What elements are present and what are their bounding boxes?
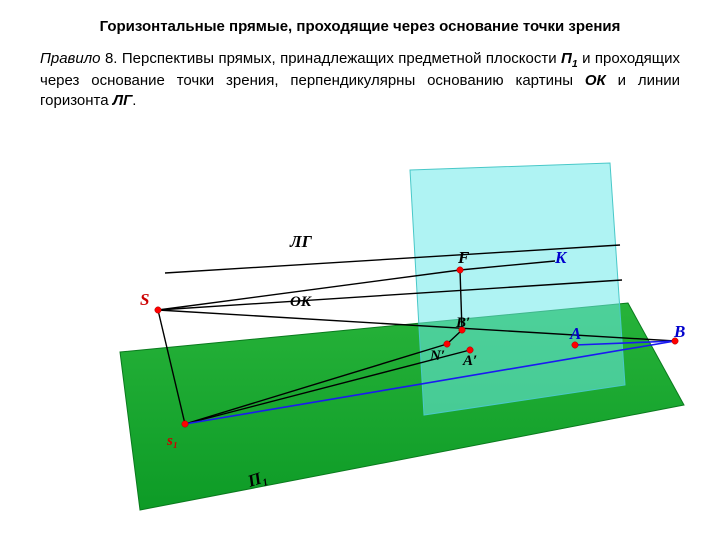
pt-N bbox=[444, 341, 450, 347]
rule-ok: ОК bbox=[585, 72, 606, 89]
pt-S bbox=[155, 307, 161, 313]
picture-plane bbox=[410, 163, 625, 415]
lbl-OK: ОК bbox=[290, 294, 312, 310]
rule-t1: Перспективы прямых, принадлежащих предме… bbox=[122, 50, 561, 67]
perspective-diagram: ЛГ ОК S s₁ F K N′ A′ B′ A B П₁ bbox=[80, 155, 700, 515]
lbl-LG: ЛГ bbox=[289, 232, 313, 251]
rule-text: Правило 8. Перспективы прямых, принадлеж… bbox=[40, 49, 680, 112]
lbl-S: S bbox=[140, 290, 149, 309]
lbl-B1: B′ bbox=[455, 315, 470, 331]
rule-lg: ЛГ bbox=[113, 92, 133, 109]
lbl-s1: s₁ bbox=[166, 433, 178, 449]
lbl-A1: A′ bbox=[462, 353, 477, 369]
rule-lead: Правило bbox=[40, 50, 101, 67]
lbl-F: F bbox=[457, 248, 470, 267]
page-title: Горизонтальные прямые, проходящие через … bbox=[40, 18, 680, 35]
rule-num: 8. bbox=[105, 50, 118, 67]
lbl-B: B bbox=[673, 322, 685, 341]
pt-F bbox=[457, 267, 463, 273]
lbl-A: A bbox=[569, 324, 581, 343]
lbl-K: K bbox=[554, 248, 568, 267]
lbl-N: N′ bbox=[429, 348, 445, 364]
pt-s1 bbox=[182, 421, 188, 427]
rule-t4: . bbox=[132, 92, 136, 109]
rule-p1: П bbox=[561, 50, 572, 67]
